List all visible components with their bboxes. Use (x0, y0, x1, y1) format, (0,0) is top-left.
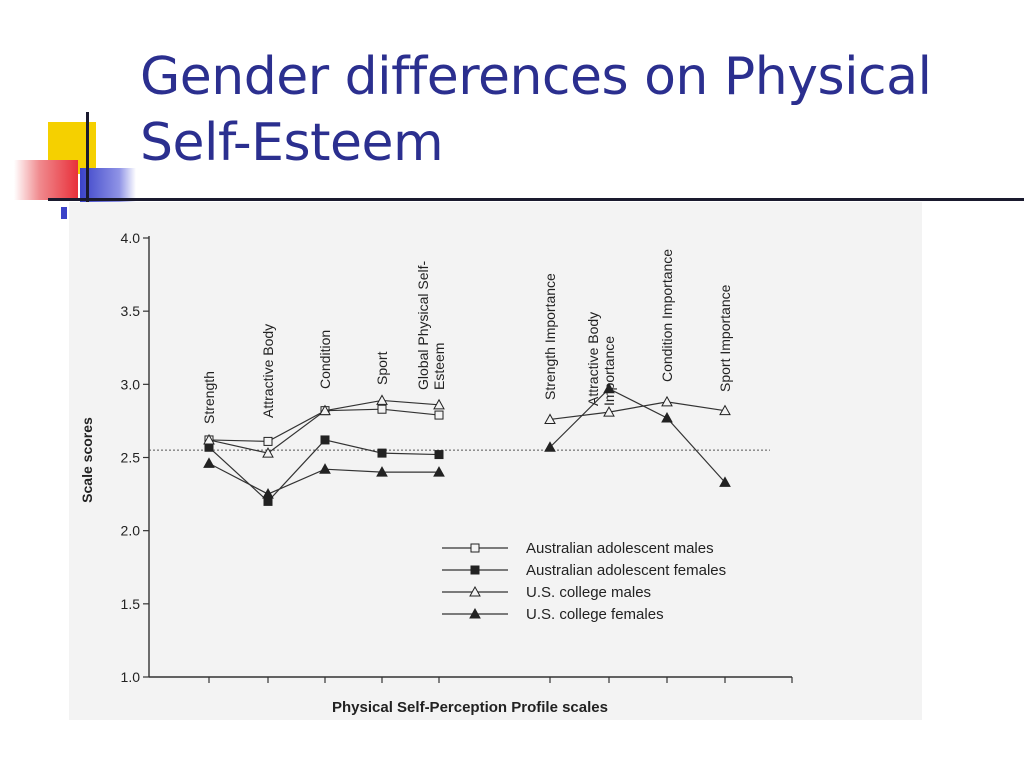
data-point (377, 448, 387, 458)
data-point (263, 436, 273, 446)
data-point (433, 398, 445, 410)
y-tick-label: 2.0 (121, 523, 141, 539)
x-axis-title: Physical Self-Perception Profile scales (332, 699, 608, 716)
category-label: Condition Importance (659, 249, 675, 382)
data-point (203, 457, 215, 468)
data-point (320, 435, 330, 445)
data-point (262, 488, 274, 499)
y-tick-label: 3.5 (121, 303, 141, 319)
data-point (319, 404, 331, 416)
category-label-line: Strength Importance (542, 273, 558, 400)
data-point (433, 466, 445, 477)
y-tick-label: 1.5 (121, 596, 141, 612)
data-point (377, 404, 387, 414)
category-label-line: Sport (374, 351, 390, 385)
accent-dot (61, 207, 67, 219)
category-label: Strength Importance (542, 273, 558, 400)
category-label: Attractive Body (260, 324, 276, 418)
accent-square-blue (80, 168, 136, 202)
legend-label: U.S. college males (526, 584, 651, 601)
y-tick-label: 4.0 (121, 230, 141, 246)
data-point (262, 447, 274, 458)
y-axis-title: Scale scores (79, 417, 95, 503)
legend-label: Australian adolescent males (526, 540, 714, 557)
category-label-line: Attractive Body (585, 312, 601, 406)
y-tick-label: 1.0 (121, 669, 141, 685)
data-point (603, 406, 615, 417)
slide-title-line-2: Self-Esteem (140, 113, 444, 173)
y-tick-label: 2.5 (121, 450, 141, 466)
category-label: Sport (374, 351, 390, 385)
chart-legend: Australian adolescent males Australian ad… (442, 540, 726, 623)
category-label-line: Importance (601, 336, 617, 406)
data-point (603, 382, 615, 394)
data-point (469, 607, 481, 619)
data-point (434, 410, 444, 420)
category-label-line: Condition (317, 330, 333, 389)
data-point (434, 450, 444, 460)
data-point (376, 466, 388, 477)
category-label-line: Condition Importance (659, 249, 675, 382)
data-point (319, 463, 331, 474)
data-point (544, 413, 556, 424)
legend-item: Australian adolescent males (442, 540, 714, 557)
chart-axes: 1.0 1.5 2.0 2.5 3.0 3.5 4.0 Physical Self-Perce… (79, 230, 793, 716)
data-point (376, 394, 388, 405)
category-label-line: Global Physical Self- (415, 260, 431, 390)
legend-item: Australian adolescent females (442, 562, 726, 579)
plot-area (203, 382, 731, 506)
legend-label: U.S. college females (526, 606, 664, 623)
legend-item: U.S. college males (442, 584, 651, 601)
accent-vertical-line (86, 112, 89, 204)
data-point (263, 496, 273, 506)
data-point (470, 543, 480, 553)
category-label-line: Attractive Body (260, 324, 276, 418)
category-label-line: Esteem (431, 343, 447, 390)
slide-title: Gender differences on Physical Self-Este… (140, 44, 1010, 176)
category-label: Attractive Body Importance (585, 312, 617, 406)
data-point (719, 476, 731, 487)
category-label: Global Physical Self- Esteem (415, 260, 447, 390)
data-point (470, 565, 480, 575)
category-label-line: Sport Importance (717, 284, 733, 392)
data-point (544, 441, 556, 452)
series-line (549, 401, 726, 421)
category-label: Strength (201, 371, 217, 424)
data-point (661, 395, 673, 407)
category-label-line: Strength (201, 371, 217, 424)
accent-square-red (14, 160, 78, 200)
legend-item: U.S. college females (442, 606, 664, 623)
slide-title-line-1: Gender differences on Physical (140, 47, 932, 107)
series-4 (203, 382, 731, 499)
data-point (469, 585, 481, 597)
category-labels: Strength Attractive Body Condition Sport Glo… (201, 249, 733, 424)
title-divider (48, 198, 1024, 201)
data-point (203, 433, 215, 445)
y-tick-label: 3.0 (121, 376, 141, 392)
data-point (661, 411, 673, 423)
data-point (204, 442, 214, 452)
series-3 (203, 394, 731, 458)
data-point (719, 404, 731, 416)
series-line (549, 387, 726, 483)
category-label: Sport Importance (717, 284, 733, 392)
chart-scan-area (69, 202, 922, 720)
legend-label: Australian adolescent females (526, 562, 726, 579)
category-label: Condition (317, 330, 333, 389)
